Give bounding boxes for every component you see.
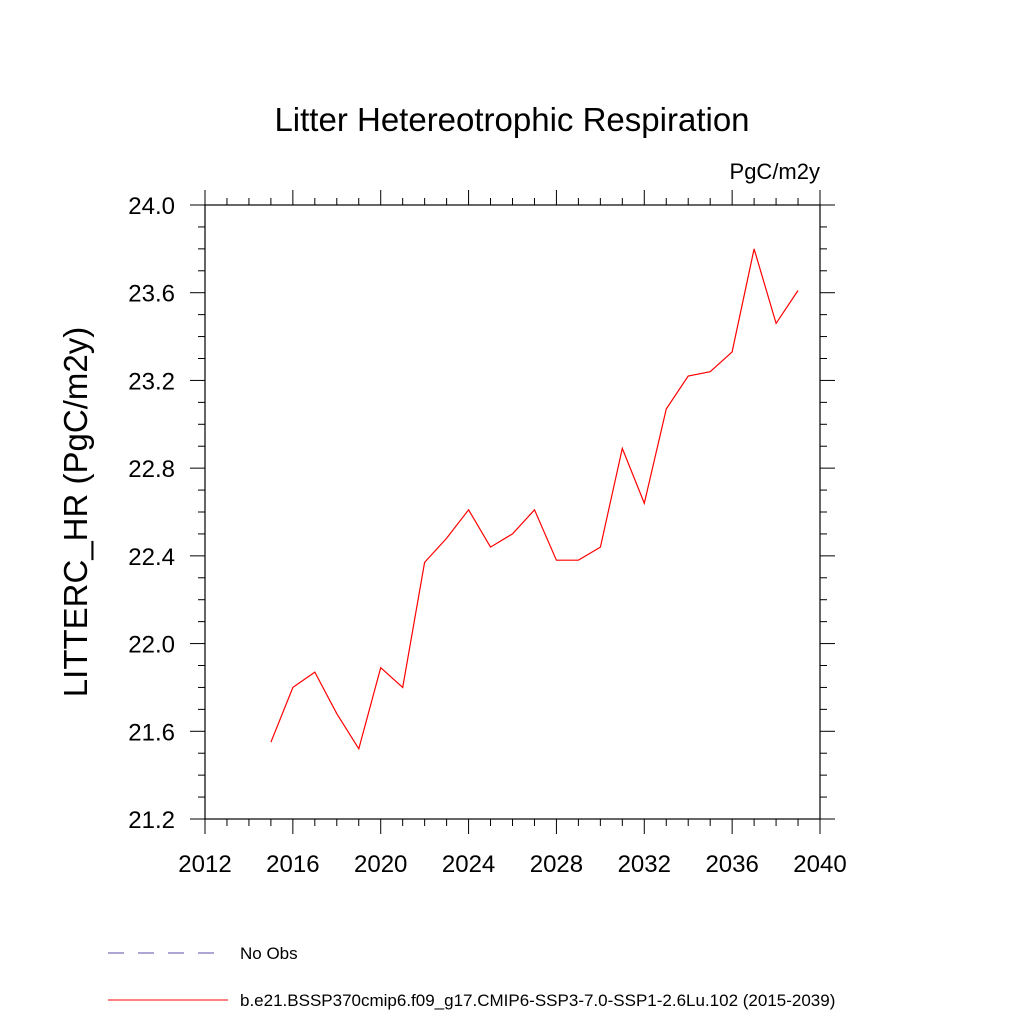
y-axis-label: LITTERC_HR (PgC/m2y) bbox=[57, 327, 94, 697]
x-tick-label: 2020 bbox=[354, 851, 407, 878]
series-line-1 bbox=[270, 248, 799, 751]
x-tick-label: 2032 bbox=[618, 851, 671, 878]
x-tick-label: 2040 bbox=[793, 851, 846, 878]
axis-ticks bbox=[190, 190, 835, 834]
legend: No Obs b.e21.BSSP370cmip6.f09_g17.CMIP6-… bbox=[108, 944, 835, 1010]
x-tick-label: 2028 bbox=[530, 851, 583, 878]
plot-frame bbox=[204, 204, 821, 820]
y-tick-label: 21.6 bbox=[128, 719, 175, 746]
y-tick-label: 22.0 bbox=[128, 632, 175, 659]
x-tick-labels: 2012 2016 2020 2024 2028 2032 2036 2040 bbox=[178, 851, 846, 878]
x-tick-label: 2036 bbox=[705, 851, 758, 878]
x-tick-label: 2016 bbox=[266, 851, 319, 878]
legend-label-model-run: b.e21.BSSP370cmip6.f09_g17.CMIP6-SSP3-7.… bbox=[240, 991, 835, 1010]
series-layer bbox=[270, 248, 799, 751]
y-tick-label: 24.0 bbox=[128, 193, 175, 220]
y-tick-label: 22.4 bbox=[128, 544, 175, 571]
chart-title: Litter Hetereotrophic Respiration bbox=[274, 101, 749, 138]
x-tick-label: 2024 bbox=[442, 851, 495, 878]
y-tick-label: 23.6 bbox=[128, 281, 175, 308]
y-tick-label: 21.2 bbox=[128, 807, 175, 834]
y-tick-labels: 21.2 21.6 22.0 22.4 22.8 23.2 23.6 24.0 bbox=[128, 193, 175, 834]
units-label: PgC/m2y bbox=[730, 159, 820, 184]
y-tick-label: 23.2 bbox=[128, 368, 175, 395]
y-tick-label: 22.8 bbox=[128, 456, 175, 483]
x-tick-label: 2012 bbox=[178, 851, 231, 878]
legend-label-no-obs: No Obs bbox=[240, 944, 298, 963]
